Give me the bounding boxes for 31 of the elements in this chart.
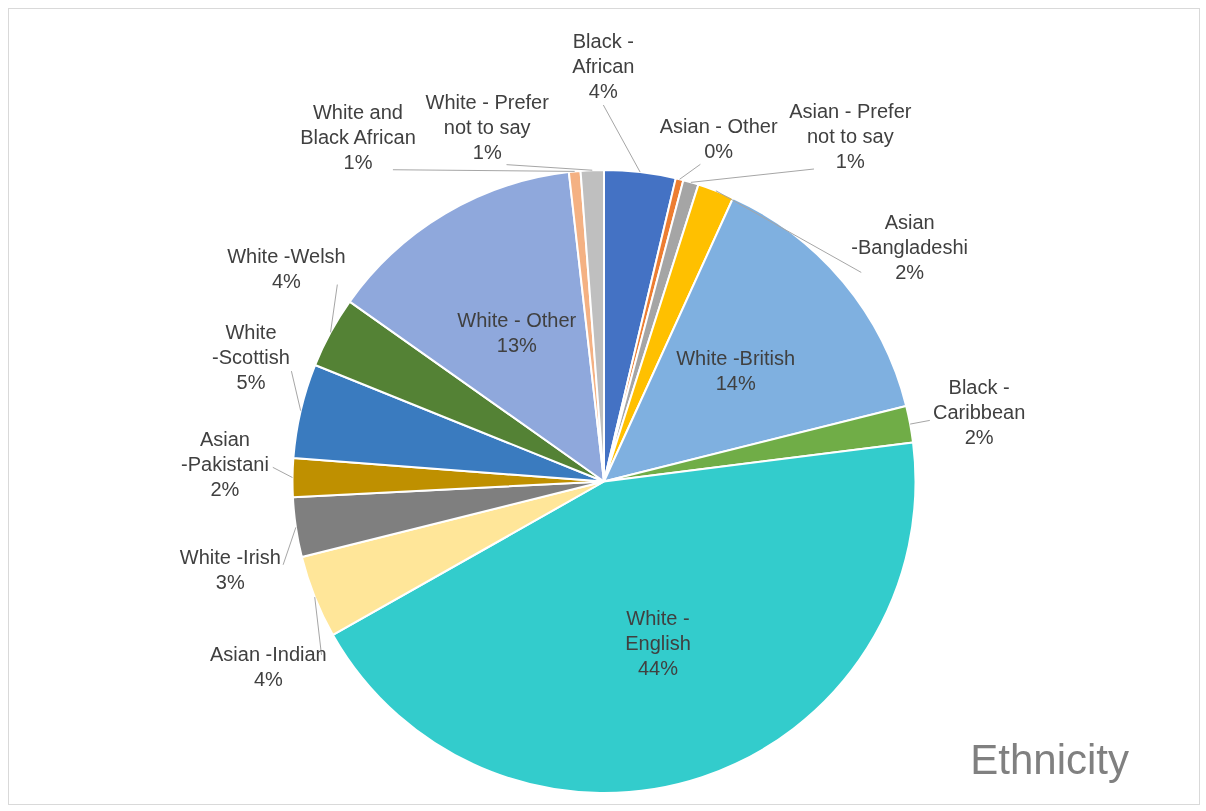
data-label: 4% xyxy=(588,80,618,103)
slice-label: White and Black African xyxy=(300,101,416,149)
data-label: 4% xyxy=(271,269,302,292)
data-label: 1% xyxy=(472,141,502,164)
data-label: 13% xyxy=(496,334,538,357)
slice-label: Asian -Indian xyxy=(209,643,327,666)
text: Ethnicity xyxy=(970,736,1129,784)
data-label: 5% xyxy=(236,371,266,394)
data-label: 1% xyxy=(835,150,865,173)
slice-label: Asian -Bangladeshi xyxy=(851,211,969,259)
slice-label: White - Prefer not to say xyxy=(425,91,550,139)
slice-label: Black - African xyxy=(572,30,635,78)
slice-label: White -Irish xyxy=(179,546,281,569)
slice-label: Asian -Pakistani xyxy=(181,428,269,476)
data-label: 3% xyxy=(215,571,245,594)
slice-label: Asian - Other xyxy=(659,115,778,138)
slice-label: Asian - Prefer not to say xyxy=(789,100,912,148)
data-label: 2% xyxy=(210,478,240,501)
slice-label: White - English xyxy=(625,606,691,654)
slice-label: White -Scottish xyxy=(212,321,290,369)
data-label: 2% xyxy=(964,426,994,449)
data-label: 2% xyxy=(895,261,925,284)
slice-label: Black - Caribbean xyxy=(932,376,1026,424)
slice-label: White - Other xyxy=(457,309,577,332)
slice-label: White -Welsh xyxy=(227,244,346,267)
data-label: 0% xyxy=(704,140,734,163)
data-label: 44% xyxy=(637,656,679,679)
data-label: 1% xyxy=(343,151,373,174)
data-label: 4% xyxy=(253,668,284,691)
data-label: 14% xyxy=(715,371,756,394)
slice-label: White -British xyxy=(676,346,796,369)
